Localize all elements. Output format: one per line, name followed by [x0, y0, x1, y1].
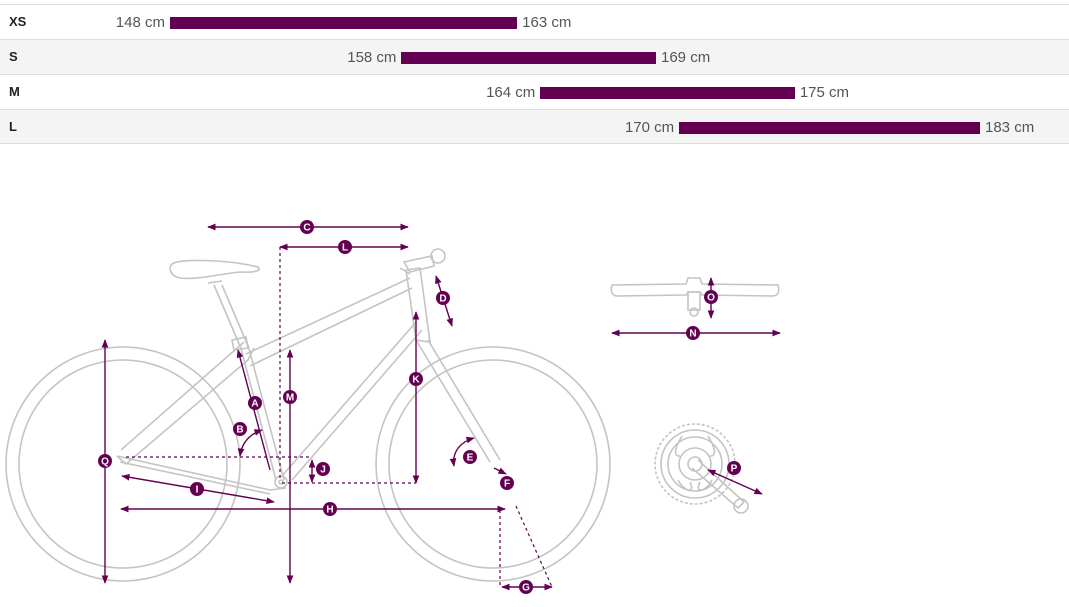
label-p: P: [727, 461, 741, 475]
label-k: K: [409, 372, 423, 386]
stem-and-bar: [399, 248, 446, 275]
size-table: XS 148 cm 163 cm S 158 cm 169 cm M 164 c…: [0, 4, 1069, 144]
dim-f-line: [493, 467, 507, 475]
label-q: Q: [98, 454, 112, 468]
range-max-label: 183 cm: [985, 119, 1035, 136]
label-f: F: [500, 476, 514, 490]
range-max-label: 169 cm: [661, 49, 711, 66]
size-row-m: M 164 cm 175 cm: [0, 74, 1069, 109]
label-a: A: [248, 396, 262, 410]
range-max-label: 175 cm: [799, 84, 850, 101]
label-c: C: [300, 220, 314, 234]
range-min-label: 148 cm: [115, 14, 165, 31]
dim-p-line: [707, 469, 763, 495]
label-g: G: [519, 580, 533, 594]
range-min-label: 158 cm: [347, 49, 397, 66]
dim-b-arc: [237, 429, 263, 457]
label-e: E: [463, 450, 477, 464]
svg-text:N: N: [689, 329, 696, 340]
svg-text:F: F: [504, 479, 510, 490]
svg-text:K: K: [412, 375, 420, 386]
front-wheel: [375, 346, 611, 582]
svg-text:Q: Q: [101, 457, 109, 468]
svg-text:M: M: [286, 393, 294, 404]
svg-text:E: E: [467, 453, 474, 464]
size-label: S: [9, 49, 18, 64]
range-max-label: 163 cm: [522, 14, 572, 31]
height-range-bar: [679, 122, 980, 134]
bike-outline: [5, 248, 780, 582]
svg-text:J: J: [320, 465, 326, 476]
label-h: H: [323, 502, 337, 516]
size-row-l: L 170 cm 183 cm: [0, 109, 1069, 144]
dimension-labels: C L D M K A B Q J E F I H G O N P: [98, 220, 741, 594]
range-min-label: 164 cm: [486, 84, 536, 101]
label-j: J: [316, 462, 330, 476]
size-label: L: [9, 119, 17, 134]
label-l: L: [338, 240, 352, 254]
dim-e-arc: [449, 436, 475, 467]
svg-text:B: B: [236, 425, 243, 436]
handlebar-top-view: [610, 277, 780, 317]
svg-text:O: O: [707, 293, 715, 304]
size-row-s: S 158 cm 169 cm: [0, 39, 1069, 74]
height-range-bar: [540, 87, 795, 99]
dim-a-line: [236, 349, 271, 471]
measurement-lines: [101, 223, 781, 591]
range-min-label: 170 cm: [624, 119, 675, 136]
reference-lines: [126, 247, 553, 588]
svg-text:A: A: [251, 399, 258, 410]
bike-geometry-diagram: C L D M K A B Q J E F I H G O N P: [5, 220, 781, 594]
svg-text:L: L: [342, 243, 348, 254]
label-m: M: [283, 390, 297, 404]
label-b: B: [233, 422, 247, 436]
svg-text:P: P: [731, 464, 738, 475]
size-row-xs: XS 148 cm 163 cm: [0, 4, 1069, 39]
height-range-bar: [401, 52, 656, 64]
label-i: I: [190, 482, 204, 496]
svg-text:I: I: [196, 485, 199, 496]
seat-and-saddle: [169, 259, 260, 351]
label-d: D: [436, 291, 450, 305]
label-o: O: [704, 290, 718, 304]
svg-text:H: H: [326, 505, 333, 516]
label-n: N: [686, 326, 700, 340]
size-label: M: [9, 84, 20, 99]
height-range-bar: [170, 17, 518, 29]
rear-wheel: [5, 346, 241, 582]
size-label: XS: [9, 14, 27, 29]
svg-text:G: G: [522, 583, 530, 594]
svg-text:C: C: [303, 223, 310, 234]
svg-text:D: D: [439, 294, 446, 305]
